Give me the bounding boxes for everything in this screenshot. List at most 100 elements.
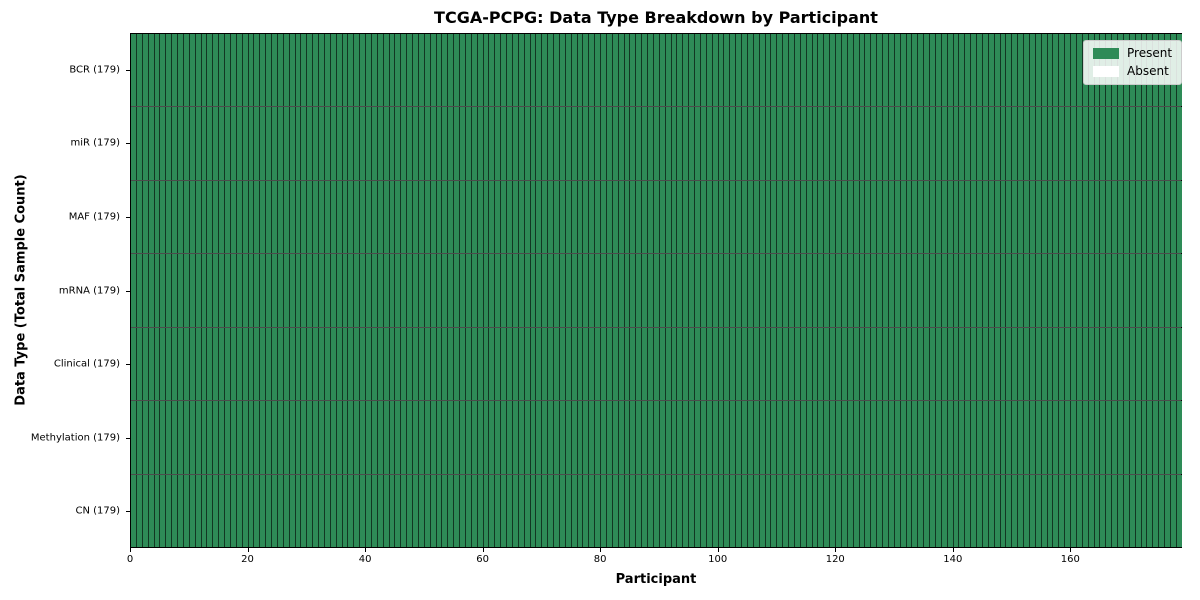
heatmap-cell [724, 34, 731, 107]
heatmap-cell [742, 107, 748, 180]
heatmap-cell [489, 180, 496, 254]
heatmap-cell [888, 327, 895, 401]
heatmap-cell [136, 401, 143, 474]
heatmap-cell [777, 401, 784, 474]
heatmap-cell [383, 254, 390, 327]
y-tick-label: CN (179) [75, 505, 120, 517]
heatmap-cell [354, 401, 361, 474]
heatmap-cell [1153, 327, 1160, 401]
x-tick-mark [600, 548, 602, 552]
heatmap-cell [342, 34, 349, 107]
heatmap-cell [571, 327, 578, 401]
heatmap-cell [518, 107, 525, 180]
heatmap-cell [460, 474, 466, 547]
heatmap-cell [765, 474, 772, 547]
heatmap-cell [671, 180, 678, 254]
heatmap-cell [965, 401, 972, 474]
heatmap-cell [630, 107, 637, 180]
heatmap-cell [289, 401, 296, 474]
heatmap-cell [747, 254, 754, 327]
heatmap-cell [959, 327, 966, 401]
heatmap-cell [1165, 180, 1171, 254]
heatmap-cell [648, 107, 654, 180]
heatmap-cell [1082, 401, 1089, 474]
heatmap-cell [342, 401, 349, 474]
heatmap-cell [1076, 474, 1083, 547]
heatmap-cell [583, 401, 590, 474]
heatmap-cell [1012, 327, 1019, 401]
heatmap-cell [1118, 401, 1124, 474]
heatmap-cell [295, 34, 302, 107]
heatmap-cell [912, 474, 919, 547]
heatmap-cell [277, 107, 284, 180]
heatmap-cell [636, 401, 643, 474]
heatmap-cell [272, 180, 278, 254]
heatmap-cell [871, 107, 878, 180]
heatmap-cell [800, 327, 807, 401]
heatmap-cell [1059, 327, 1066, 401]
heatmap-cell [1000, 401, 1007, 474]
heatmap-cell [935, 107, 942, 180]
heatmap-cell [830, 254, 836, 327]
heatmap-cell [689, 254, 695, 327]
heatmap-cell [242, 327, 249, 401]
heatmap-cell [865, 474, 872, 547]
heatmap-cell [859, 327, 866, 401]
heatmap-cell [1088, 327, 1095, 401]
heatmap-cell [489, 107, 496, 180]
heatmap-cell [1094, 254, 1101, 327]
heatmap-cell [595, 254, 601, 327]
heatmap-cell [554, 401, 560, 474]
heatmap-cell [342, 327, 349, 401]
heatmap-cell [166, 254, 173, 327]
heatmap-cell [659, 34, 666, 107]
heatmap-cell [924, 34, 930, 107]
heatmap-cell [683, 107, 690, 180]
heatmap-cell [336, 180, 343, 254]
heatmap-cell [565, 474, 572, 547]
heatmap-cell [460, 107, 466, 180]
heatmap-cell [912, 254, 919, 327]
heatmap-cell [847, 107, 854, 180]
heatmap-cell [971, 107, 977, 180]
heatmap-cell [818, 34, 825, 107]
heatmap-cell [941, 474, 948, 547]
heatmap-cell [894, 254, 901, 327]
heatmap-cell [524, 254, 531, 327]
heatmap-cell [853, 254, 860, 327]
heatmap-cell [371, 34, 378, 107]
heatmap-cell [283, 34, 290, 107]
heatmap-cell [648, 180, 654, 254]
heatmap-cell [512, 474, 519, 547]
heatmap-cell [1088, 474, 1095, 547]
heatmap-cell [407, 107, 413, 180]
heatmap-cell [724, 327, 731, 401]
heatmap-cell [806, 474, 813, 547]
x-tick-label: 100 [708, 554, 728, 565]
heatmap-cell [689, 401, 695, 474]
heatmap-cell [1000, 107, 1007, 180]
heatmap-cell [1118, 180, 1124, 254]
heatmap-cell [1094, 180, 1101, 254]
heatmap-cell [894, 34, 901, 107]
heatmap-cell [1135, 180, 1142, 254]
heatmap-cell [407, 327, 413, 401]
heatmap-cell [507, 34, 513, 107]
heatmap-cell [659, 401, 666, 474]
heatmap-cell [307, 34, 314, 107]
heatmap-cell [924, 474, 930, 547]
heatmap-cell [1047, 34, 1054, 107]
heatmap-cell [172, 474, 178, 547]
heatmap-cell [289, 254, 296, 327]
heatmap-cell [1094, 401, 1101, 474]
heatmap-cell [1018, 34, 1024, 107]
heatmap-cell [1035, 107, 1042, 180]
heatmap-cell [565, 327, 572, 401]
heatmap-cell [971, 401, 977, 474]
heatmap-cell [924, 107, 930, 180]
heatmap-cell [671, 401, 678, 474]
heatmap-cell [659, 327, 666, 401]
heatmap-cell [389, 254, 396, 327]
heatmap-cell [401, 180, 408, 254]
heatmap-cell [401, 107, 408, 180]
